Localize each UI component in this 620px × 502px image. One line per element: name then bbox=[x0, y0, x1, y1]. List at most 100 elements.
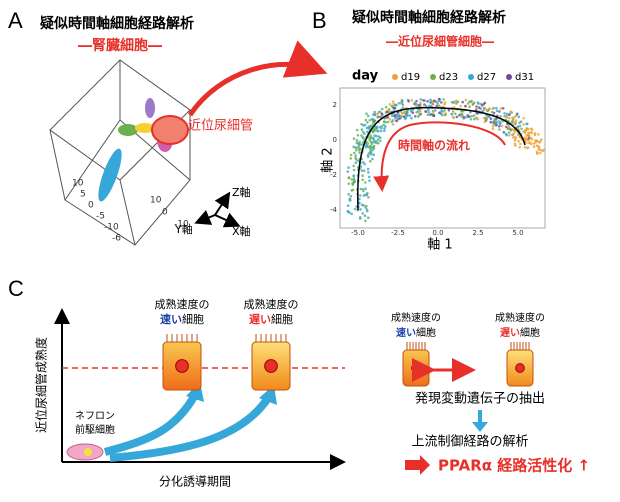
rest: 細胞 bbox=[182, 313, 204, 326]
dot bbox=[399, 116, 402, 120]
dot bbox=[347, 166, 350, 169]
dot bbox=[539, 151, 542, 155]
dot bbox=[470, 115, 474, 118]
title: 疑似時間軸細胞経路解析 bbox=[40, 15, 194, 32]
cell-label: 成熟速度の bbox=[391, 311, 441, 324]
dot bbox=[352, 168, 356, 172]
dot bbox=[523, 130, 527, 133]
nucleus bbox=[264, 359, 278, 373]
rest: 細胞 bbox=[271, 313, 293, 326]
dot bbox=[373, 140, 377, 144]
dot bbox=[522, 117, 525, 120]
dot bbox=[475, 116, 478, 120]
nucleus bbox=[175, 359, 189, 373]
key: 速い bbox=[396, 326, 416, 339]
cell-label: 遅い細胞 bbox=[500, 326, 540, 339]
dot bbox=[527, 136, 531, 140]
dot bbox=[517, 115, 521, 119]
time-arrow bbox=[373, 121, 506, 192]
dot bbox=[434, 109, 437, 112]
dot bbox=[527, 141, 530, 145]
link-arrow bbox=[187, 40, 328, 117]
dot bbox=[354, 156, 357, 160]
dot bbox=[385, 116, 389, 119]
dot bbox=[362, 189, 365, 193]
dot bbox=[505, 112, 509, 116]
dot bbox=[507, 124, 511, 128]
dot bbox=[450, 100, 454, 104]
tick-label: -10 bbox=[174, 220, 189, 230]
label: 前駆細胞 bbox=[75, 423, 115, 436]
dot bbox=[510, 128, 514, 131]
tick-label: 0 bbox=[88, 201, 94, 211]
dot bbox=[500, 124, 504, 128]
legend-label: d23 bbox=[439, 72, 458, 83]
dot bbox=[427, 111, 431, 114]
dot bbox=[495, 109, 499, 113]
dot bbox=[361, 136, 365, 139]
dot bbox=[447, 108, 451, 112]
dot bbox=[353, 207, 357, 211]
dot bbox=[356, 134, 360, 137]
dot bbox=[386, 120, 390, 124]
dot bbox=[366, 167, 370, 171]
dot bbox=[498, 110, 501, 113]
dot bbox=[514, 119, 518, 122]
dot bbox=[488, 115, 491, 119]
dot bbox=[405, 113, 409, 117]
dot bbox=[535, 144, 539, 147]
dot bbox=[423, 103, 426, 106]
dot bbox=[429, 104, 433, 108]
result-arrow bbox=[405, 455, 430, 475]
dot bbox=[383, 127, 386, 130]
legend-label: d31 bbox=[515, 72, 534, 83]
tick-label: 5 bbox=[80, 190, 86, 200]
dot bbox=[419, 101, 422, 105]
dot bbox=[414, 115, 417, 118]
dot bbox=[373, 126, 376, 130]
dot bbox=[529, 142, 533, 146]
dot bbox=[366, 114, 370, 118]
dot bbox=[505, 125, 508, 129]
dot bbox=[400, 98, 404, 102]
dot bbox=[437, 104, 441, 108]
dot bbox=[368, 118, 372, 122]
dot bbox=[371, 157, 374, 161]
dot bbox=[464, 98, 468, 102]
dot bbox=[404, 117, 407, 121]
dot bbox=[513, 115, 516, 119]
dot bbox=[361, 212, 365, 215]
dot bbox=[370, 124, 373, 127]
dot bbox=[380, 107, 384, 111]
dot bbox=[378, 126, 382, 129]
dot bbox=[373, 134, 377, 137]
dot bbox=[359, 216, 362, 219]
dot bbox=[391, 100, 395, 103]
legend-swatch bbox=[430, 74, 436, 80]
legend-label: d27 bbox=[477, 72, 496, 83]
dot bbox=[475, 106, 478, 110]
dot bbox=[518, 124, 522, 128]
dot bbox=[511, 136, 515, 139]
dot bbox=[366, 130, 369, 133]
dot bbox=[371, 149, 374, 152]
dot bbox=[507, 116, 511, 120]
legend-label: d19 bbox=[401, 72, 420, 83]
annotation: 近位尿細管 bbox=[188, 119, 253, 134]
dot bbox=[540, 138, 543, 141]
dot bbox=[510, 111, 513, 114]
dot bbox=[443, 113, 447, 116]
dot bbox=[493, 119, 497, 122]
tick-label: -6 bbox=[112, 234, 121, 244]
scatter bbox=[346, 97, 546, 223]
cell-label: 成熟速度の bbox=[244, 297, 299, 311]
dot bbox=[396, 111, 400, 114]
dot bbox=[349, 153, 353, 157]
x-label: 分化誘導期間 bbox=[159, 475, 231, 489]
down-arrow bbox=[472, 410, 488, 432]
dot bbox=[468, 105, 471, 108]
dot bbox=[360, 169, 364, 172]
dot bbox=[417, 104, 421, 107]
dot bbox=[418, 113, 421, 116]
axis-label: Y軸 bbox=[174, 222, 193, 236]
